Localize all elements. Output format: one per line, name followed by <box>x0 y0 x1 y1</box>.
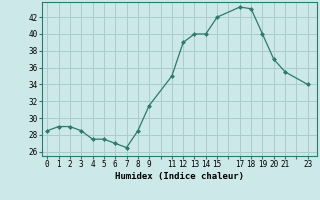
X-axis label: Humidex (Indice chaleur): Humidex (Indice chaleur) <box>115 172 244 181</box>
